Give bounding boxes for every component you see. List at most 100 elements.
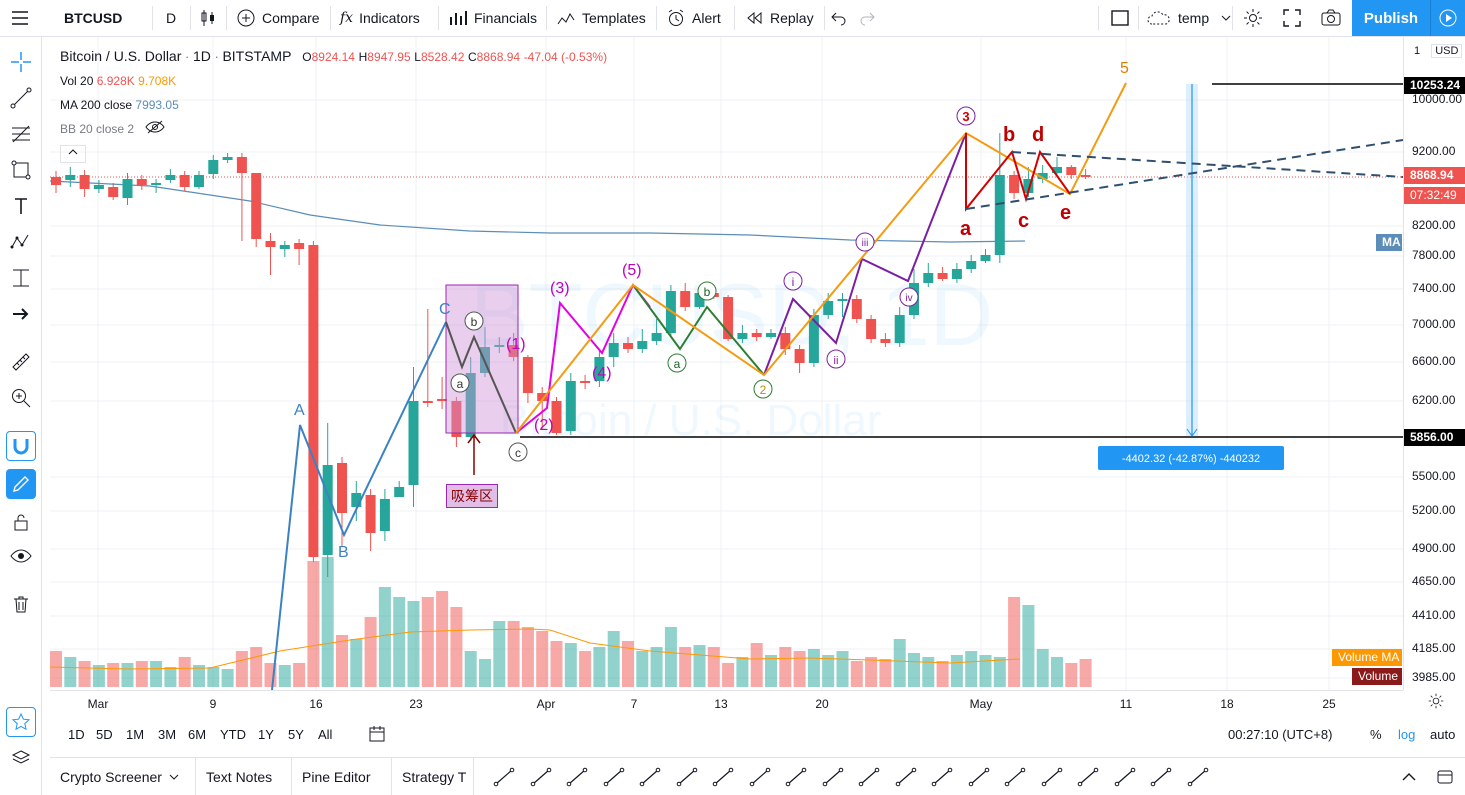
range-6m[interactable]: 6M	[188, 727, 207, 742]
volume-bar	[979, 655, 992, 687]
price-axis[interactable]: 1 USD 10000.00 9200.00 8200.00 7800.00 7400.…	[1332, 37, 1465, 690]
volume-bar	[336, 635, 348, 687]
magnet-tool[interactable]	[6, 431, 36, 461]
wave-label-sub-b: b	[471, 315, 478, 329]
financials-button[interactable]: Financials	[448, 0, 537, 36]
collapse-panel-button[interactable]	[1400, 768, 1418, 789]
triangle-lower	[965, 139, 1403, 210]
volume-bar	[1008, 597, 1021, 687]
pattern-tool[interactable]	[6, 227, 36, 257]
candle-body	[794, 349, 805, 363]
candle-body	[966, 261, 977, 269]
price-tag-low: 5856.00	[1404, 429, 1465, 446]
trendline-tool[interactable]	[490, 764, 518, 790]
elliott-ae-tool[interactable]	[892, 764, 920, 790]
range-all[interactable]: All	[318, 727, 333, 742]
eye-off-icon[interactable]	[145, 118, 165, 142]
legend-title: Bitcoin / U.S. Dollar	[60, 48, 182, 64]
candle-body	[51, 177, 61, 185]
tab-strategy-tester[interactable]: Strategy T	[392, 758, 474, 795]
price-tick: 7800.00	[1412, 248, 1456, 262]
menu-icon[interactable]	[10, 0, 30, 36]
stay-in-drawing-tool[interactable]	[6, 469, 36, 499]
favorites-tool[interactable]	[6, 707, 36, 737]
interval-button[interactable]: D	[166, 0, 176, 36]
elliott-wxy-tool[interactable]	[1001, 764, 1029, 790]
time-axis[interactable]: Mar 9 16 23 Apr 7 13 20 May 11 18 25	[50, 690, 1403, 716]
trendline-tool[interactable]	[6, 83, 36, 113]
candle-body	[980, 255, 991, 261]
settings-button[interactable]	[1242, 0, 1264, 36]
text-tool[interactable]	[6, 191, 36, 221]
tab-text-notes[interactable]: Text Notes	[196, 758, 292, 795]
lock-tool[interactable]	[6, 507, 36, 537]
candle-body	[894, 315, 905, 343]
object-tree-tool[interactable]	[6, 743, 36, 773]
parallel-channel-tool[interactable]	[1184, 764, 1212, 790]
volume-bar	[1051, 657, 1063, 687]
abcd-pattern-tool[interactable]	[1038, 764, 1066, 790]
maximize-panel-button[interactable]	[1436, 768, 1454, 789]
price-range-tool[interactable]	[1111, 764, 1139, 790]
trend-angle-tool[interactable]	[636, 764, 664, 790]
fullscreen-button[interactable]	[1282, 0, 1302, 36]
fullscreen-rect-button[interactable]	[1110, 0, 1130, 36]
range-3m[interactable]: 3M	[158, 727, 177, 742]
candle-body	[766, 333, 776, 337]
undo-button[interactable]	[830, 0, 848, 36]
alert-button[interactable]: Alert	[666, 0, 721, 36]
chart-type-button[interactable]	[198, 0, 218, 36]
range-1d[interactable]: 1D	[68, 727, 85, 742]
date-price-range-tool[interactable]	[1147, 764, 1175, 790]
range-5d[interactable]: 5D	[96, 727, 113, 742]
measure-label: -4402.32 (-42.87%) -440232	[1122, 453, 1260, 465]
candle-body	[1023, 179, 1034, 193]
fib-levels-tool[interactable]	[746, 764, 774, 790]
collapse-legend-button[interactable]	[60, 144, 86, 163]
horizontal-line-tool[interactable]	[563, 764, 591, 790]
visibility-tool[interactable]	[6, 541, 36, 571]
layout-button[interactable]: temp	[1146, 0, 1233, 36]
tab-crypto-screener[interactable]: Crypto Screener	[50, 758, 196, 795]
auto-toggle[interactable]: auto	[1430, 727, 1456, 742]
elliott-wxyxz-tool[interactable]	[928, 764, 956, 790]
extended-line-tool[interactable]	[673, 764, 701, 790]
remove-drawings-tool[interactable]	[6, 589, 36, 619]
redo-button[interactable]	[858, 0, 876, 36]
fib-fan-tool[interactable]	[782, 764, 810, 790]
shape-tool[interactable]	[6, 155, 36, 185]
range-1y[interactable]: 1Y	[258, 727, 274, 742]
pitchfork-tool[interactable]	[819, 764, 847, 790]
legend-open-label: O	[302, 50, 312, 64]
zoom-tool[interactable]	[6, 383, 36, 413]
play-button[interactable]	[1430, 0, 1465, 36]
crosshair-tool[interactable]	[6, 47, 36, 77]
range-1m[interactable]: 1M	[126, 727, 145, 742]
indicators-button[interactable]: fx Indicators	[340, 0, 420, 36]
compare-button[interactable]: Compare	[236, 0, 320, 36]
icons-tool[interactable]	[6, 299, 36, 329]
percent-toggle[interactable]: %	[1370, 727, 1382, 742]
clock-label[interactable]: 00:27:10 (UTC+8)	[1228, 727, 1333, 742]
snapshot-button[interactable]	[1320, 0, 1342, 36]
publish-button[interactable]: Publish	[1352, 0, 1430, 36]
scale-settings-button[interactable]	[1427, 692, 1445, 715]
chart-pane[interactable]: BTCUSD, 1D Bitcoin / U.S. Dollar -	[50, 37, 1403, 690]
replay-button[interactable]: Replay	[744, 0, 814, 36]
tab-pine-editor[interactable]: Pine Editor	[292, 758, 392, 795]
elliott-15-tool[interactable]	[855, 764, 883, 790]
measure-tool[interactable]	[6, 347, 36, 377]
date-range-tool[interactable]	[1074, 764, 1102, 790]
goto-date-button[interactable]	[368, 725, 386, 746]
range-ytd[interactable]: YTD	[220, 727, 246, 742]
symbol-search[interactable]: BTCUSD	[56, 0, 152, 36]
log-toggle[interactable]: log	[1398, 727, 1416, 742]
fib-tool[interactable]	[6, 119, 36, 149]
range-5y[interactable]: 5Y	[288, 727, 304, 742]
horizontal-ray-tool[interactable]	[527, 764, 555, 790]
prediction-tool[interactable]	[6, 263, 36, 293]
templates-button[interactable]: Templates	[556, 0, 646, 36]
elliott-abc-tool[interactable]	[965, 764, 993, 790]
ray-tool[interactable]	[709, 764, 737, 790]
vertical-line-tool[interactable]	[600, 764, 628, 790]
